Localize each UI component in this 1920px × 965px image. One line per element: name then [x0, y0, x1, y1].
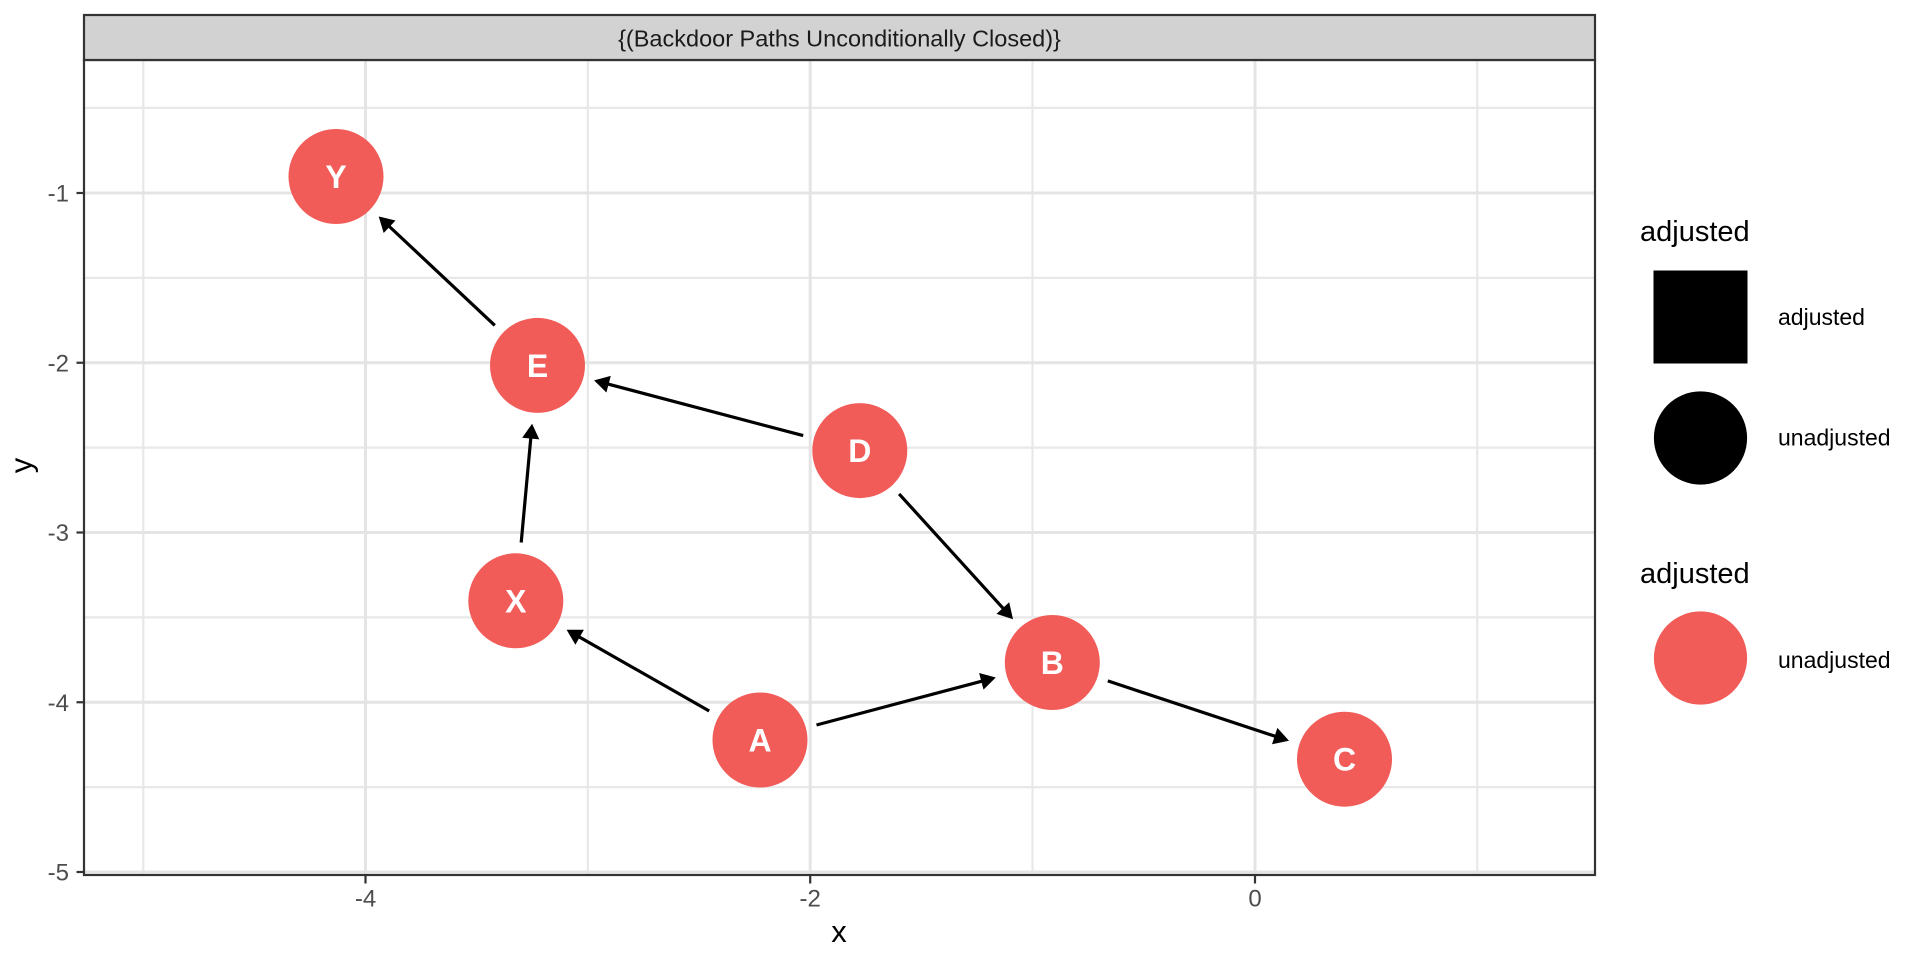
svg-text:adjusted: adjusted: [1640, 558, 1750, 590]
svg-text:unadjusted: unadjusted: [1778, 425, 1891, 451]
svg-text:y: y: [4, 457, 39, 473]
svg-text:-2: -2: [800, 886, 821, 913]
svg-text:unadjusted: unadjusted: [1778, 647, 1891, 673]
svg-text:-2: -2: [48, 350, 69, 377]
svg-text:E: E: [527, 348, 548, 384]
svg-text:X: X: [505, 583, 527, 619]
svg-text:C: C: [1333, 742, 1356, 778]
svg-text:-4: -4: [48, 690, 69, 717]
svg-text:-3: -3: [48, 520, 69, 547]
svg-text:adjusted: adjusted: [1640, 216, 1750, 248]
svg-text:Y: Y: [325, 159, 346, 195]
svg-text:x: x: [831, 914, 847, 949]
svg-text:{(Backdoor Paths Unconditional: {(Backdoor Paths Unconditionally Closed)…: [618, 26, 1061, 52]
svg-text:-5: -5: [48, 860, 69, 887]
svg-text:0: 0: [1248, 886, 1261, 913]
svg-text:D: D: [848, 433, 871, 469]
svg-text:-1: -1: [48, 181, 69, 208]
svg-text:-4: -4: [355, 886, 376, 913]
svg-text:B: B: [1041, 645, 1064, 681]
svg-text:adjusted: adjusted: [1778, 304, 1865, 330]
svg-text:A: A: [748, 723, 771, 759]
